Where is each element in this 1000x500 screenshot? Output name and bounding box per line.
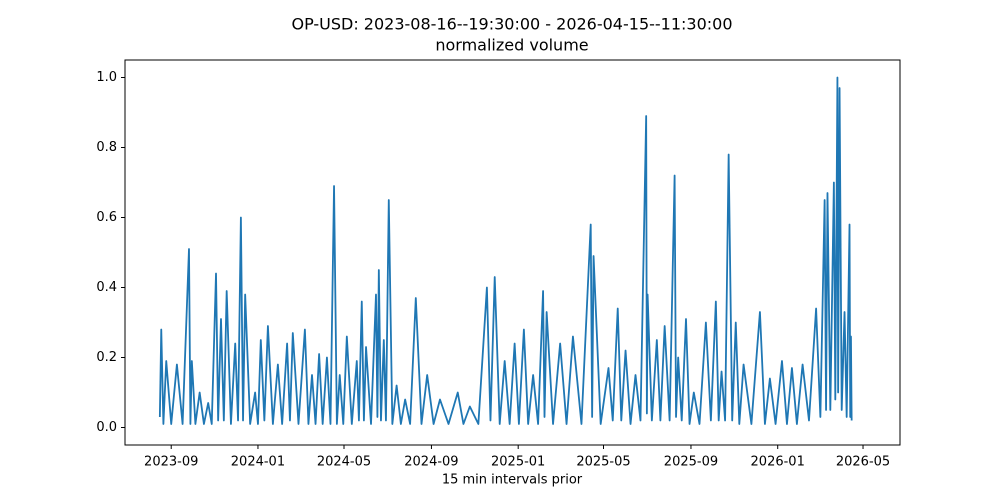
x-tick-label: 2024-05	[317, 455, 371, 470]
plot-area	[158, 76, 853, 425]
x-tick-label: 2026-01	[751, 455, 805, 470]
x-tick-label: 2023-09	[144, 455, 198, 470]
x-tick-label: 2026-05	[836, 455, 890, 470]
plot-frame	[124, 59, 901, 446]
x-tick-label: 2024-01	[231, 455, 285, 470]
y-tick-label: 0.2	[96, 350, 117, 365]
y-tick-label: 0.0	[96, 420, 117, 435]
y-tick-label: 1.0	[96, 70, 117, 85]
volume-line	[158, 76, 853, 425]
chart-subtitle: normalized volume	[435, 36, 588, 55]
y-tick-label: 0.8	[96, 140, 117, 155]
x-tick-label: 2024-09	[404, 455, 458, 470]
y-tick-label: 0.4	[96, 280, 117, 295]
x-axis-label: 15 min intervals prior	[442, 473, 583, 488]
x-tick-label: 2025-05	[576, 455, 630, 470]
chart-title: OP-USD: 2023-08-16--19:30:00 - 2026-04-1…	[291, 15, 732, 34]
x-tick-label: 2025-01	[491, 455, 545, 470]
x-tick-label: 2025-09	[664, 455, 718, 470]
y-tick-label: 0.6	[96, 210, 117, 225]
